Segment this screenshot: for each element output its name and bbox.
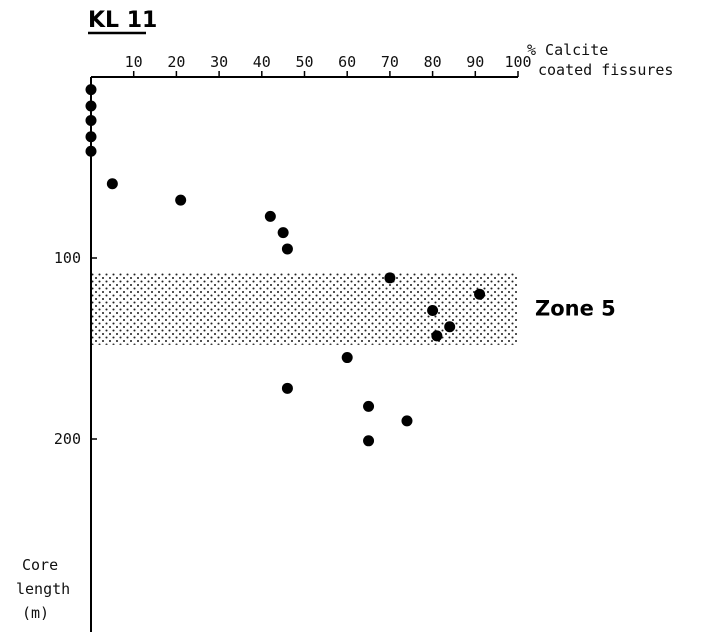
data-points	[85, 84, 486, 447]
x-tick-label: 100	[504, 53, 531, 71]
y-axis-label-line-2: length	[16, 580, 70, 598]
data-point	[85, 84, 97, 96]
data-point	[281, 243, 293, 255]
x-tick-label: 60	[338, 53, 356, 71]
chart-title: KL 11	[88, 8, 157, 33]
x-axis-ticks: 10 20 30 40 50 60 70 80 90 100	[125, 53, 532, 77]
x-axis-label-line-2: coated fissures	[538, 61, 673, 79]
data-point	[85, 114, 97, 126]
data-point	[431, 330, 443, 342]
data-point	[401, 415, 413, 427]
axes	[90, 76, 518, 632]
data-point	[85, 145, 97, 157]
x-tick-label: 80	[424, 53, 442, 71]
data-point	[444, 321, 456, 333]
data-point	[341, 352, 353, 364]
x-tick-label: 90	[466, 53, 484, 71]
x-tick-label: 30	[210, 53, 228, 71]
data-point	[363, 400, 375, 412]
data-point	[175, 194, 187, 206]
y-axis-label-line-1: Core	[22, 556, 58, 574]
data-point	[474, 288, 486, 300]
data-point	[281, 382, 293, 394]
x-tick-label: 10	[125, 53, 143, 71]
x-tick-label: 40	[253, 53, 271, 71]
data-point	[85, 131, 97, 143]
zone-label: Zone 5	[535, 297, 616, 321]
data-point	[106, 178, 118, 190]
data-point	[363, 435, 375, 447]
x-axis-label-line-1: % Calcite	[527, 41, 608, 59]
x-tick-label: 20	[167, 53, 185, 71]
data-point	[427, 304, 439, 316]
y-axis-label-line-3: (m)	[22, 604, 49, 622]
y-tick-label: 100	[54, 249, 81, 267]
data-point	[384, 272, 396, 284]
data-point	[85, 100, 97, 112]
y-axis-ticks: 100 200	[54, 249, 97, 448]
data-point	[277, 227, 289, 239]
zone-5-band	[92, 272, 518, 345]
data-point	[264, 210, 276, 222]
x-tick-label: 50	[295, 53, 313, 71]
y-tick-label: 200	[54, 430, 81, 448]
x-tick-label: 70	[381, 53, 399, 71]
